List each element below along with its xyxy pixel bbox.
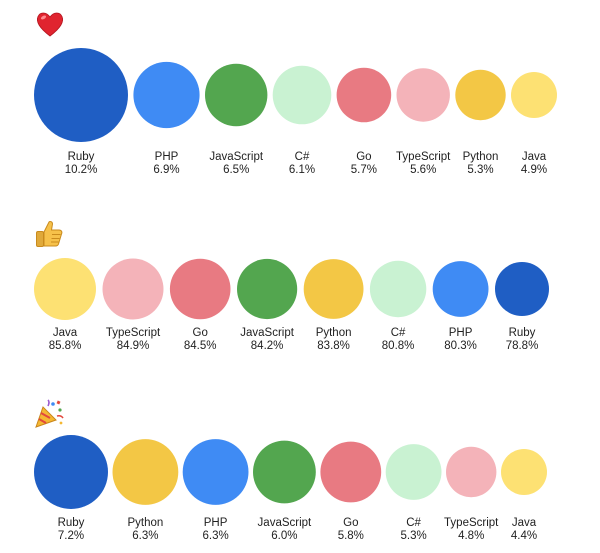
value-label: 10.2% [65, 164, 98, 176]
value-label: 80.3% [444, 340, 477, 352]
category-label: Ruby [68, 151, 95, 163]
bubble-python [303, 259, 364, 319]
thumbs-up-emoji-icon [33, 218, 65, 250]
value-label: 84.2% [251, 340, 284, 352]
heart-emoji-icon [34, 8, 66, 40]
bubble-typescript [102, 258, 164, 320]
bubble-php [133, 61, 200, 129]
bubble-row-3: Ruby7.2%Python6.3%PHP6.3%JavaScript6.0%G… [34, 435, 547, 542]
category-label: JavaScript [209, 151, 263, 163]
bubble-javascript [205, 63, 268, 127]
category-label: C# [295, 151, 310, 163]
category-label: Ruby [509, 327, 536, 339]
value-label: 6.5% [223, 164, 249, 176]
category-label: C# [391, 327, 406, 339]
value-label: 84.9% [117, 340, 150, 352]
bubble-go [169, 258, 231, 320]
category-label: PHP [449, 327, 473, 339]
bubble-ruby [495, 262, 549, 316]
category-label: Java [512, 517, 537, 529]
party-popper-emoji-icon [33, 398, 65, 430]
bubble-typescript [446, 446, 497, 498]
bubble-python [112, 439, 179, 505]
bubble-go [336, 67, 392, 123]
bubble-php [432, 261, 489, 317]
category-label: Java [522, 151, 547, 163]
category-label: Ruby [58, 517, 85, 529]
bubble-php [182, 439, 249, 505]
bubble-csharp [272, 65, 332, 125]
bubble-java [501, 449, 547, 495]
value-label: 6.3% [132, 530, 158, 542]
bubble-java [511, 72, 557, 118]
category-label: Python [127, 517, 163, 529]
value-label: 5.8% [338, 530, 364, 542]
category-label: Go [356, 151, 371, 163]
value-label: 5.7% [351, 164, 377, 176]
value-label: 83.8% [317, 340, 350, 352]
bubble-ruby [34, 48, 128, 142]
value-label: 4.8% [458, 530, 484, 542]
bubble-csharp [369, 260, 427, 318]
bubble-python [455, 69, 506, 121]
value-label: 80.8% [382, 340, 415, 352]
bubble-typescript [396, 68, 450, 122]
category-label: TypeScript [396, 151, 451, 163]
category-label: PHP [155, 151, 179, 163]
bubble-csharp [385, 444, 442, 500]
bubble-go [320, 441, 382, 503]
category-label: JavaScript [240, 327, 294, 339]
value-label: 78.8% [506, 340, 539, 352]
category-label: Python [316, 327, 352, 339]
bubble-row-1: Ruby10.2%PHP6.9%JavaScript6.5%C#6.1%Go5.… [34, 48, 557, 176]
value-label: 6.0% [271, 530, 297, 542]
category-label: Go [193, 327, 208, 339]
bubble-javascript [253, 440, 316, 504]
category-label: TypeScript [444, 517, 499, 529]
category-label: JavaScript [258, 517, 312, 529]
value-label: 5.3% [400, 530, 426, 542]
value-label: 6.1% [289, 164, 315, 176]
bubble-java [34, 258, 96, 320]
value-label: 4.9% [521, 164, 547, 176]
value-label: 4.4% [511, 530, 537, 542]
bubble-javascript [237, 258, 298, 320]
value-label: 7.2% [58, 530, 84, 542]
category-label: PHP [204, 517, 228, 529]
category-label: Python [463, 151, 499, 163]
category-label: Go [343, 517, 358, 529]
bubble-ruby [34, 435, 108, 509]
value-label: 5.6% [410, 164, 436, 176]
category-label: C# [406, 517, 421, 529]
value-label: 84.5% [184, 340, 217, 352]
value-label: 5.3% [467, 164, 493, 176]
category-label: TypeScript [106, 327, 161, 339]
value-label: 6.3% [202, 530, 228, 542]
value-label: 6.9% [153, 164, 179, 176]
category-label: Java [53, 327, 78, 339]
value-label: 85.8% [49, 340, 82, 352]
